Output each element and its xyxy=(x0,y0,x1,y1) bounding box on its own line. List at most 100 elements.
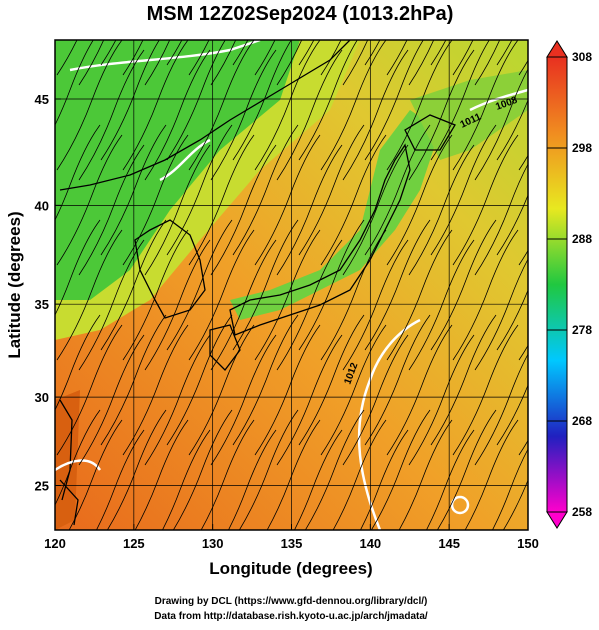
streamline xyxy=(298,40,315,66)
streamline xyxy=(386,229,453,361)
y-tick-label: 45 xyxy=(35,92,49,107)
streamline xyxy=(585,420,599,550)
credit: Drawing by DCL (https://www.gfd-dennou.o… xyxy=(155,596,428,607)
y-tick-label: 40 xyxy=(35,198,49,213)
streamline xyxy=(430,219,497,351)
streamline xyxy=(122,229,189,361)
y-tick-label: 30 xyxy=(35,390,49,405)
colorbar-tick-label: 268 xyxy=(572,414,592,428)
streamline xyxy=(78,49,145,181)
x-tick-label: 135 xyxy=(281,536,303,551)
streamline xyxy=(166,314,233,446)
streamline xyxy=(320,40,387,171)
streamline xyxy=(585,230,599,360)
streamline xyxy=(266,419,321,530)
streamline xyxy=(276,49,343,181)
y-axis-label: Latitude (degrees) xyxy=(5,211,24,358)
streamline xyxy=(408,40,435,86)
streamline xyxy=(452,229,519,361)
streamline xyxy=(166,219,233,351)
streamline xyxy=(320,324,387,456)
land xyxy=(410,70,528,160)
streamline xyxy=(122,40,144,76)
streamline xyxy=(452,40,519,171)
streamline xyxy=(68,419,123,530)
streamline xyxy=(232,40,249,66)
streamline xyxy=(188,40,255,171)
streamline xyxy=(364,219,431,351)
streamline xyxy=(563,410,599,540)
streamline xyxy=(122,324,189,456)
streamline xyxy=(430,40,490,161)
streamline xyxy=(188,134,255,266)
streamline xyxy=(55,124,101,221)
x-axis-label: Longitude (degrees) xyxy=(209,559,372,578)
streamline xyxy=(254,40,276,76)
streamline xyxy=(56,40,78,76)
field xyxy=(55,40,599,550)
streamline xyxy=(232,314,299,446)
colorbar-tick-label: 278 xyxy=(572,323,592,337)
streamline xyxy=(452,40,474,76)
streamline xyxy=(496,289,528,351)
streamline xyxy=(585,325,599,455)
streamline xyxy=(96,429,145,530)
streamline xyxy=(474,258,528,371)
colorbar-tick-label: 258 xyxy=(572,505,592,519)
streamline xyxy=(144,334,211,466)
colorbar-tick-label: 288 xyxy=(572,232,592,246)
streamline xyxy=(474,40,501,86)
plot-frame xyxy=(54,39,529,531)
streamline xyxy=(496,40,513,66)
streamline xyxy=(298,40,358,161)
streamline xyxy=(78,334,145,466)
x-tick-label: 125 xyxy=(123,536,145,551)
axes: 120 125 130 135 140 145 150 25 30 35 40 45 xyxy=(35,40,539,551)
streamline xyxy=(298,219,365,351)
streamline xyxy=(332,419,387,530)
streamline xyxy=(364,124,431,256)
x-tick-label: 140 xyxy=(359,536,381,551)
streamline xyxy=(162,429,211,530)
streamline xyxy=(452,134,519,266)
streamline xyxy=(166,40,226,161)
streamline xyxy=(342,334,409,466)
streamline xyxy=(166,40,183,66)
streamline xyxy=(320,229,387,361)
streamline xyxy=(172,409,233,530)
streamline xyxy=(386,40,408,76)
streamline xyxy=(210,334,277,466)
x-tick-label: 145 xyxy=(438,536,460,551)
streamline xyxy=(232,40,292,161)
streamline xyxy=(78,40,105,86)
streamline xyxy=(474,68,528,181)
streamline xyxy=(430,40,447,66)
streamline xyxy=(276,40,303,86)
isobar xyxy=(55,40,528,530)
streamline xyxy=(386,40,453,171)
streamline xyxy=(134,419,189,530)
streamline xyxy=(298,124,365,256)
streamline xyxy=(144,239,211,371)
streamline xyxy=(55,409,101,506)
streamline xyxy=(364,40,381,66)
colorbar-tick-label: 308 xyxy=(572,50,592,64)
streamline xyxy=(276,334,343,466)
streamline xyxy=(254,134,321,266)
streamline xyxy=(364,314,431,446)
chart-title: MSM 12Z02Sep2024 (1013.2hPa) xyxy=(147,3,454,25)
streamline xyxy=(210,49,277,181)
streamline xyxy=(56,324,123,456)
streamline xyxy=(298,314,365,446)
streamline xyxy=(496,384,528,446)
colorbar-arrow xyxy=(546,40,568,58)
streamline xyxy=(100,314,167,446)
streamline xyxy=(370,409,431,530)
streamline xyxy=(200,419,255,530)
credit: Data from http://database.rish.kyoto-u.a… xyxy=(154,611,428,622)
colorbar xyxy=(546,56,568,513)
streamline xyxy=(100,40,160,161)
streamline xyxy=(436,409,497,530)
streamline xyxy=(55,219,101,316)
streamline xyxy=(320,40,342,76)
